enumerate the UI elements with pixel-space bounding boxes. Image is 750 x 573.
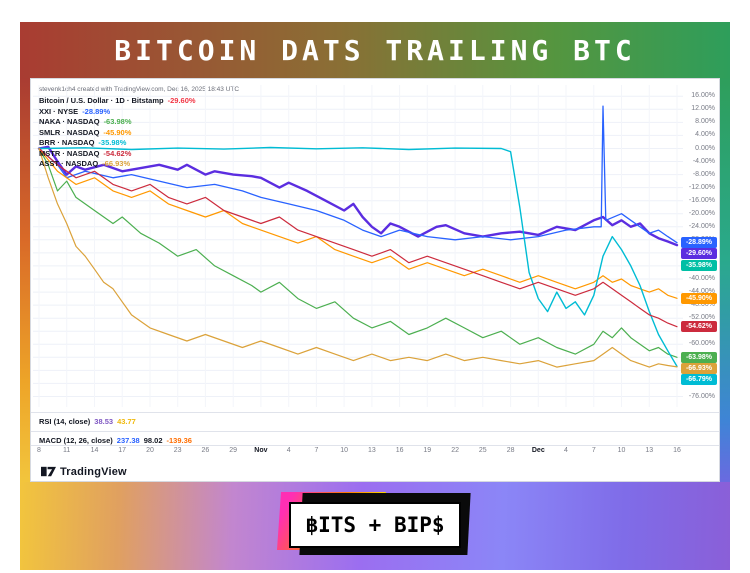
price-scale: 16.00% 12.00% 8.00% 4.00% 0.00% -4.00% -8.00% -… [679, 79, 719, 411]
x-axis-label: 7 [591, 447, 596, 454]
x-axis-label: 20 [146, 447, 154, 454]
y-axis-label: -20.00% [688, 209, 715, 217]
legend-row-naka: NAKA · NASDAQ -63.98% [39, 117, 132, 126]
y-axis-label: -44.00% [688, 288, 715, 296]
x-axis-label: 22 [451, 447, 459, 454]
time-axis: 8 11 14 17 20 23 26 29 Nov 4 7 10 13 16 19 22 25 28 Dec 4 7 1… [33, 447, 683, 461]
time-axis-separator [31, 445, 719, 446]
price-badge--28.89%: -28.89% [681, 237, 717, 249]
x-axis-label: 25 [478, 447, 487, 454]
x-axis-label: 8 [37, 447, 41, 454]
y-axis-label: -40.00% [688, 275, 715, 282]
y-axis-label: -8.00% [692, 170, 715, 178]
y-axis-label: -24.00% [688, 222, 715, 230]
y-axis-label: 12.00% [691, 105, 715, 113]
x-axis-label: 17 [118, 447, 127, 454]
bits-bips-logo: ฿ITS + BIP$ [276, 492, 471, 555]
legend-row-mstr: MSTR · NASDAQ -54.62% [39, 148, 132, 158]
pane-separator [31, 431, 719, 432]
y-axis-label: -4.00% [692, 157, 715, 165]
x-axis-label: 16 [395, 447, 404, 454]
x-axis-label: 28 [506, 447, 515, 454]
price-chart-svg [33, 85, 683, 407]
legend-row-brr: BRR · NASDAQ -35.98% [39, 138, 127, 147]
price-badge--66.79%: -66.79% [681, 373, 717, 385]
x-axis-label: 10 [340, 447, 348, 454]
x-axis-label: Nov [254, 447, 268, 454]
chart-legend: Bitcoin / U.S. Dollar · 1D · Bitstamp -29… [39, 96, 196, 170]
legend-row-xxi: XXI · NYSE -28.89% [39, 106, 111, 116]
x-axis-label: 16 [673, 447, 681, 454]
price-badge--35.98%: -35.98% [681, 260, 717, 272]
y-axis-label: -48.00% [688, 301, 715, 309]
frame-left-strip [20, 78, 30, 482]
y-axis-label: 4.00% [695, 131, 715, 139]
x-axis-label: 4 [286, 447, 291, 454]
legend-row-smlr: SMLR · NASDAQ -45.90% [39, 127, 132, 137]
x-axis-label: 4 [564, 447, 568, 454]
x-axis-label: 26 [201, 447, 210, 454]
indicator-value: 98.02 [143, 436, 163, 445]
price-badge--66.93%: -66.93% [681, 362, 717, 374]
indicator-value: 38.53 [94, 417, 114, 426]
y-axis-label: 0.00% [695, 144, 715, 152]
page-title: BITCOIN DATS TRAILING BTC [114, 33, 636, 67]
y-axis-label: -76.00% [688, 392, 715, 400]
x-axis-label: 7 [314, 447, 319, 454]
x-axis-label: 23 [173, 447, 182, 454]
x-axis-label: 10 [617, 447, 626, 454]
price-badge--29.60%: -29.60% [681, 248, 717, 260]
y-axis-label: -60.00% [688, 340, 715, 348]
indicator-value: -139.36 [166, 436, 192, 445]
y-axis-label: -16.00% [688, 196, 715, 204]
y-axis-label: -52.00% [688, 314, 715, 322]
y-axis-label: 16.00% [691, 92, 715, 100]
legend-row-asst: ASST · NASDAQ -66.93% [39, 159, 131, 168]
x-axis-label: 19 [423, 447, 432, 454]
chart-watermark: stevenk1ch4 created with TradingView.com… [39, 86, 240, 93]
x-axis-label: Dec [531, 447, 545, 454]
tradingview-logo-icon [41, 466, 56, 477]
price-badge--45.90%: -45.90% [681, 292, 717, 304]
x-axis-label: 13 [367, 447, 376, 454]
y-axis-label: -12.00% [688, 183, 715, 191]
price-badge--63.98%: -63.98% [681, 351, 717, 363]
x-axis-label: 13 [645, 447, 654, 454]
logo-label-box: ฿ITS + BIP$ [289, 502, 461, 548]
indicator-value: 43.77 [117, 417, 136, 426]
indicator-value: 237.38 [116, 436, 140, 445]
price-badge--54.62%: -54.62% [681, 321, 717, 333]
tradingview-label: TradingView [60, 465, 127, 478]
x-axis-label: 14 [90, 447, 99, 454]
title-band: BITCOIN DATS TRAILING BTC [20, 22, 730, 78]
y-axis-label: 8.00% [695, 118, 715, 126]
tradingview-chart-card: stevenk1ch4 created with TradingView.com… [30, 78, 720, 482]
logo-text: ฿ITS + BIP$ [305, 513, 445, 537]
x-axis-label: 11 [63, 447, 71, 454]
macd-pane-label: MACD (12, 26, close) 237.38 98.02 -139.36 [39, 436, 192, 445]
pane-separator [31, 412, 719, 413]
gradient-frame: BITCOIN DATS TRAILING BTC stevenk1ch4 cr… [20, 22, 730, 570]
tradingview-branding: TradingView [41, 464, 127, 479]
rsi-pane-label: RSI (14, close) 38.53 43.77 [39, 417, 136, 426]
x-axis-label: 29 [229, 447, 238, 454]
legend-row-btcusd: Bitcoin / U.S. Dollar · 1D · Bitstamp -29… [39, 96, 196, 105]
frame-right-strip [720, 78, 730, 482]
footer-band: ฿ITS + BIP$ [20, 482, 730, 570]
chart-plot-area: 16.00% 12.00% 8.00% 4.00% 0.00% -4.00% -8.00% -… [33, 79, 719, 411]
